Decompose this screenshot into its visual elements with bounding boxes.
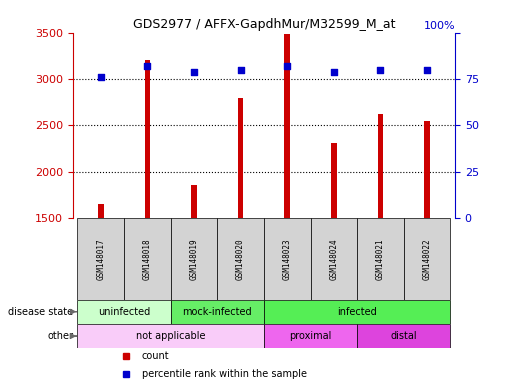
Bar [284,35,290,218]
Bar [357,324,450,348]
Bar [310,218,357,300]
Bar [264,218,310,300]
Point [190,69,198,75]
Text: GSM148022: GSM148022 [423,238,432,280]
Text: other: other [47,331,73,341]
Bar [378,114,383,218]
Text: GSM148018: GSM148018 [143,238,152,280]
Text: distal: distal [391,331,417,341]
Text: percentile rank within the sample: percentile rank within the sample [141,369,307,379]
Bar [404,218,450,300]
Bar [171,300,264,324]
Point [97,74,105,80]
Point [423,67,431,73]
Bar [77,218,124,300]
Bar [98,204,103,218]
Bar [357,218,404,300]
Text: GSM148024: GSM148024 [329,238,339,280]
Text: GSM148017: GSM148017 [96,238,105,280]
Bar [264,324,357,348]
Bar [238,98,243,218]
Bar [264,300,450,324]
Text: not applicable: not applicable [136,331,205,341]
Point [376,67,385,73]
Text: 100%: 100% [423,21,455,31]
Title: GDS2977 / AFFX-GapdhMur/M32599_M_at: GDS2977 / AFFX-GapdhMur/M32599_M_at [133,18,395,31]
Bar [77,324,264,348]
Bar [191,185,197,218]
Text: uninfected: uninfected [98,307,150,317]
Point [330,69,338,75]
Bar [424,121,430,218]
Bar [217,218,264,300]
Text: count: count [141,351,169,361]
Text: GSM148021: GSM148021 [376,238,385,280]
Bar [124,218,171,300]
Text: GSM148023: GSM148023 [283,238,292,280]
Text: GSM148020: GSM148020 [236,238,245,280]
Text: mock-infected: mock-infected [183,307,252,317]
Bar [77,300,171,324]
Bar [145,61,150,218]
Text: proximal: proximal [289,331,332,341]
Point [143,63,151,69]
Point [237,67,245,73]
Bar [171,218,217,300]
Text: infected: infected [337,307,377,317]
Text: GSM148019: GSM148019 [189,238,199,280]
Bar [331,143,336,218]
Text: disease state: disease state [8,307,73,317]
Point [283,63,291,69]
